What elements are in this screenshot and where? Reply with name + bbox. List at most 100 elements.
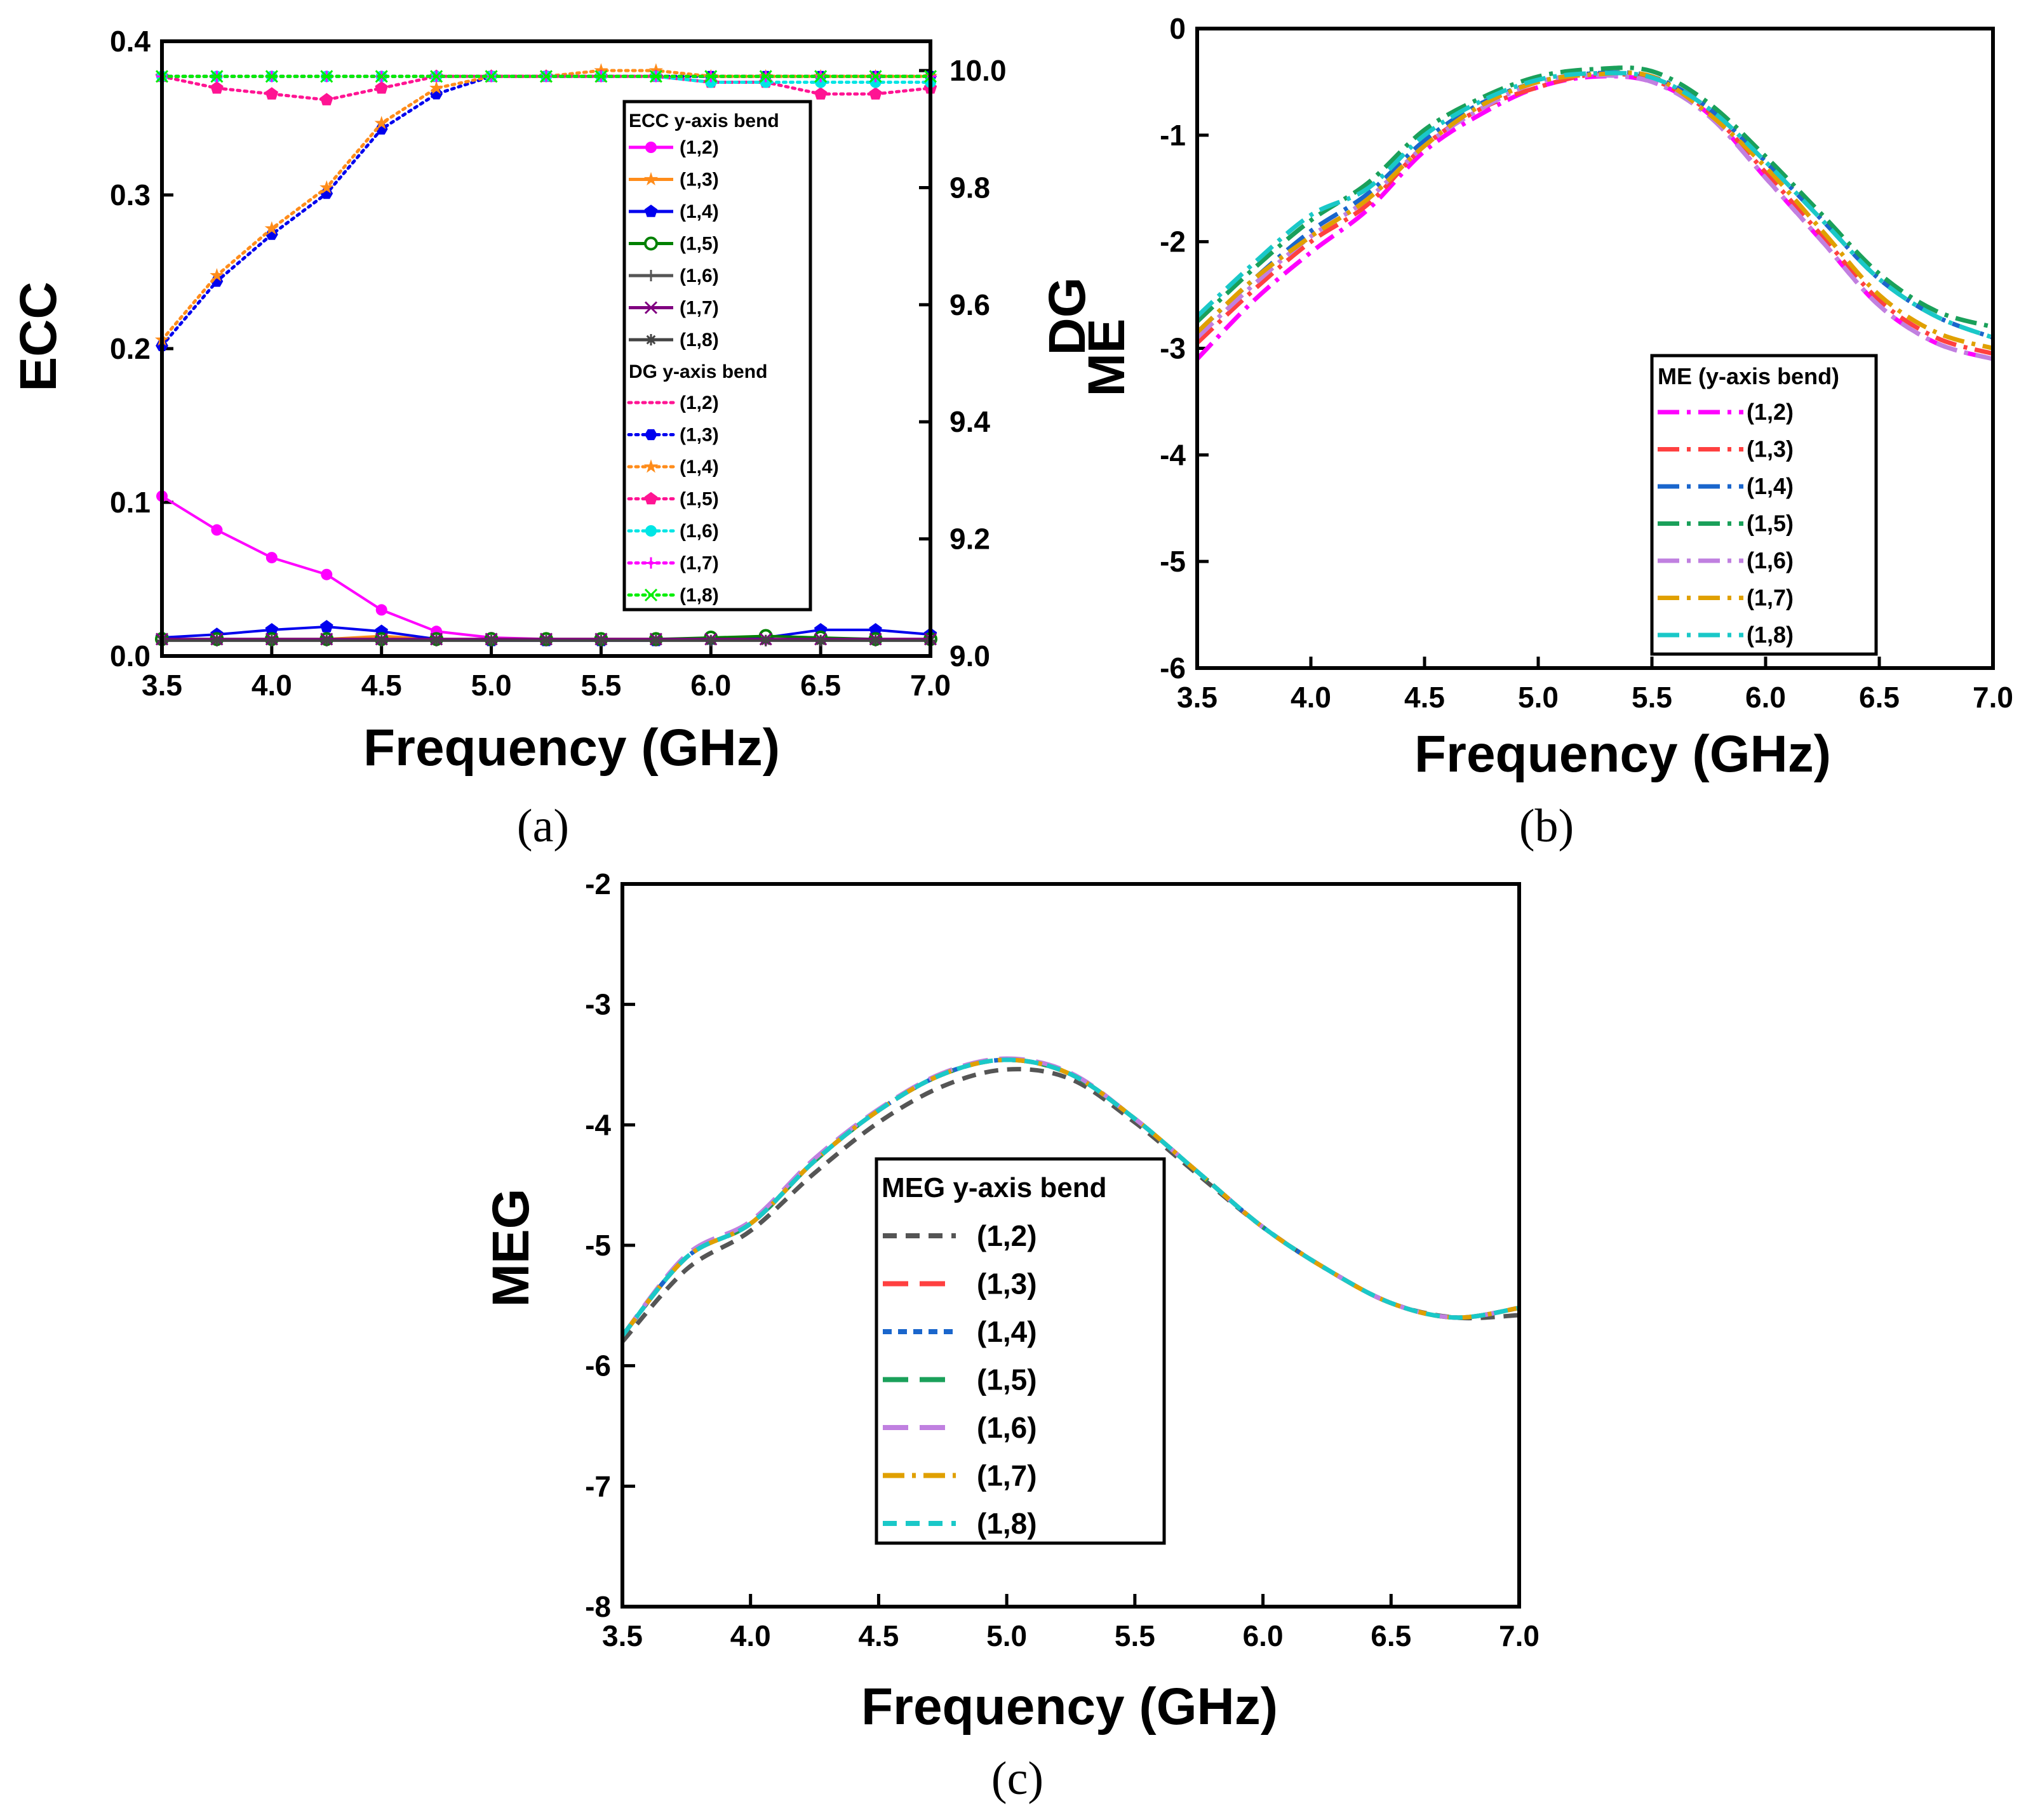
legend-label: (1,8) bbox=[680, 585, 719, 606]
x-tick-label: 5.5 bbox=[1632, 681, 1672, 714]
x-tick-label: 3.5 bbox=[602, 1619, 643, 1652]
x-tick-label: 6.5 bbox=[1859, 681, 1900, 714]
y-tick-label: 0.3 bbox=[110, 178, 151, 211]
y-tick-label: -2 bbox=[585, 867, 611, 900]
dg-point bbox=[375, 70, 388, 83]
legend-meg-entry: (1,6) bbox=[883, 1411, 1037, 1444]
legend-meg-entry: (1,2) bbox=[883, 1219, 1037, 1252]
panel-a-label: (a) bbox=[517, 800, 569, 852]
x-tick-label: 7.0 bbox=[1499, 1619, 1540, 1652]
dg-series-(1,8) bbox=[155, 70, 937, 83]
dg-point bbox=[210, 81, 224, 94]
panel-c-legend: MEG y-axis bend (1,2) (1,3) (1,4) (1,5) (1,6… bbox=[875, 1157, 1166, 1545]
y-tick-label: -5 bbox=[585, 1229, 611, 1262]
panel-a-y2-axis-title: DG bbox=[1038, 278, 1096, 356]
legend-meg-entry: (1,8) bbox=[883, 1507, 1037, 1540]
legend-ecc-entry: (1,4) bbox=[629, 201, 719, 222]
legend-marker bbox=[643, 171, 659, 185]
x-tick-label: 7.0 bbox=[910, 669, 951, 702]
y-tick-label: -6 bbox=[585, 1349, 611, 1382]
legend-me-entry: (1,6) bbox=[1658, 547, 1794, 573]
ecc-point bbox=[815, 634, 827, 646]
x-tick-label: 3.5 bbox=[1177, 681, 1218, 714]
ecc-point bbox=[760, 634, 772, 646]
legend-label: (1,4) bbox=[1747, 473, 1794, 499]
legend-label: (1,5) bbox=[977, 1363, 1037, 1396]
y2-tick-label: 9.2 bbox=[949, 523, 990, 556]
legend-ecc-entry: (1,5) bbox=[629, 234, 719, 255]
panel-a-y-axis-title: ECC bbox=[10, 281, 67, 391]
legend-dg-entry: (1,7) bbox=[627, 553, 719, 574]
legend-dg-entry: (1,3) bbox=[627, 425, 719, 446]
ecc-point bbox=[485, 634, 497, 646]
y2-tick-label: 9.6 bbox=[949, 288, 990, 321]
x-tick-label: 5.0 bbox=[986, 1619, 1027, 1652]
dg-point bbox=[264, 221, 279, 235]
panel-b-series bbox=[1195, 65, 1994, 361]
legend-ecc-entry: (1,2) bbox=[629, 137, 719, 158]
legend-me-entry: (1,5) bbox=[1658, 511, 1794, 537]
dg-point bbox=[319, 180, 334, 194]
x-tick-label: 5.5 bbox=[580, 669, 621, 702]
panel-a-x-axis-title: Frequency (GHz) bbox=[363, 719, 780, 777]
y-tick-label: -8 bbox=[585, 1590, 611, 1623]
panel-a-series bbox=[154, 63, 938, 646]
y-tick-label: -3 bbox=[585, 988, 611, 1021]
ecc-point bbox=[320, 620, 333, 632]
dg-point bbox=[814, 87, 828, 100]
ecc-point bbox=[265, 552, 278, 564]
y2-tick-label: 9.4 bbox=[949, 405, 990, 438]
legend-dg-entry: (1,8) bbox=[627, 585, 719, 606]
legend-me-entry: (1,8) bbox=[1658, 622, 1794, 648]
ecc-point bbox=[211, 634, 223, 646]
y2-tick-label: 10.0 bbox=[949, 54, 1007, 87]
x-tick-label: 6.0 bbox=[690, 669, 731, 702]
dg-point bbox=[265, 70, 278, 83]
panel-b-x-axis-title: Frequency (GHz) bbox=[1414, 725, 1831, 783]
panel-c-y-axis-title: MEG bbox=[482, 1189, 540, 1308]
legend-label: (1,5) bbox=[680, 234, 719, 255]
dg-point bbox=[375, 81, 388, 94]
meg-series-line bbox=[621, 1057, 1520, 1337]
panel-b-legend-title: ME (y-axis bend) bbox=[1658, 363, 1839, 389]
legend-dg-entry: (1,2) bbox=[627, 392, 719, 413]
legend-me-entry: (1,7) bbox=[1658, 585, 1794, 611]
y-tick-label: -7 bbox=[585, 1469, 611, 1502]
legend-ecc-entry: (1,3) bbox=[629, 170, 719, 191]
legend-label: (1,5) bbox=[680, 489, 719, 510]
y2-tick-label: 9.8 bbox=[949, 171, 990, 204]
legend-label: (1,3) bbox=[680, 170, 719, 191]
ecc-point bbox=[540, 634, 552, 646]
legend-me-entry: (1,3) bbox=[1658, 436, 1794, 462]
dg-point bbox=[869, 87, 882, 100]
ecc-point bbox=[321, 568, 333, 580]
y-tick-label: -2 bbox=[1160, 225, 1186, 258]
dg-point bbox=[430, 70, 443, 83]
legend-marker bbox=[645, 142, 657, 153]
legend-label: (1,8) bbox=[1747, 622, 1794, 648]
panel-c-x-axis-title: Frequency (GHz) bbox=[861, 1678, 1278, 1736]
panel-b-legend-entries: (1,2) (1,3) (1,4) (1,5) (1,6) (1,7) (1,8) bbox=[1658, 399, 1794, 648]
ecc-point bbox=[321, 634, 333, 646]
dg-point bbox=[374, 116, 389, 130]
y2-tick-label: 9.0 bbox=[949, 639, 990, 672]
panel-b-frame bbox=[1195, 27, 1995, 670]
y-tick-label: 0.0 bbox=[110, 639, 151, 672]
me-series-line bbox=[1195, 70, 1994, 340]
legend-marker bbox=[644, 492, 658, 505]
ecc-point bbox=[375, 604, 387, 616]
ecc-point bbox=[265, 623, 279, 636]
legend-label: (1,7) bbox=[680, 298, 719, 319]
legend-meg-entry: (1,3) bbox=[883, 1268, 1037, 1301]
legend-label: (1,4) bbox=[680, 201, 719, 222]
legend-label: (1,3) bbox=[680, 425, 719, 446]
panel-a-legend-box bbox=[622, 100, 812, 612]
panel-c-series bbox=[621, 1056, 1520, 1344]
ecc-series-(1,8) bbox=[156, 634, 936, 646]
y-tick-label: 0 bbox=[1169, 12, 1186, 45]
legend-label: (1,5) bbox=[1747, 511, 1794, 537]
legend-marker bbox=[645, 429, 657, 441]
meg-series-line bbox=[621, 1067, 1520, 1344]
ecc-point bbox=[431, 634, 443, 646]
